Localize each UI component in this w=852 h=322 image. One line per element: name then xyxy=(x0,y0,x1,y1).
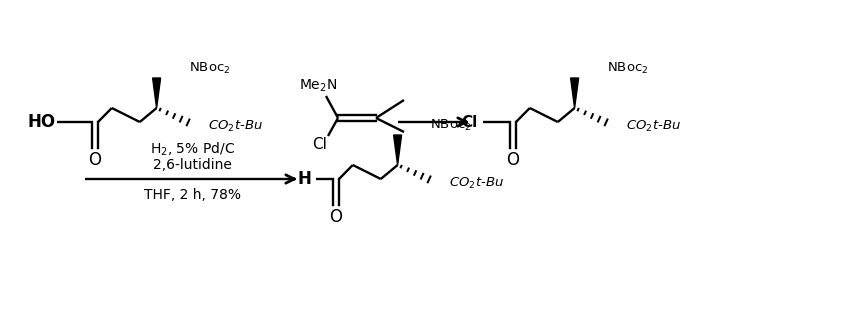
Text: Me$_2$N: Me$_2$N xyxy=(299,78,337,94)
Text: 2,6-lutidine: 2,6-lutidine xyxy=(153,158,232,172)
Text: NBoc$_2$: NBoc$_2$ xyxy=(429,118,471,133)
Text: H$_2$, 5% Pd/C: H$_2$, 5% Pd/C xyxy=(150,140,235,158)
Text: Cl: Cl xyxy=(313,137,327,151)
Text: O: O xyxy=(506,151,520,169)
Text: NBoc$_2$: NBoc$_2$ xyxy=(607,61,648,76)
Polygon shape xyxy=(571,78,579,108)
Polygon shape xyxy=(394,135,401,165)
Text: Cl: Cl xyxy=(462,115,478,129)
Text: CO$_2t$-Bu: CO$_2t$-Bu xyxy=(449,175,504,191)
Text: O: O xyxy=(89,151,101,169)
Text: CO$_2t$-Bu: CO$_2t$-Bu xyxy=(626,118,681,134)
Text: CO$_2t$-Bu: CO$_2t$-Bu xyxy=(208,118,263,134)
Text: O: O xyxy=(330,208,343,226)
Text: HO: HO xyxy=(28,113,56,131)
Text: NBoc$_2$: NBoc$_2$ xyxy=(188,61,230,76)
Polygon shape xyxy=(153,78,160,108)
Text: THF, 2 h, 78%: THF, 2 h, 78% xyxy=(144,188,241,202)
Text: H: H xyxy=(297,170,311,188)
